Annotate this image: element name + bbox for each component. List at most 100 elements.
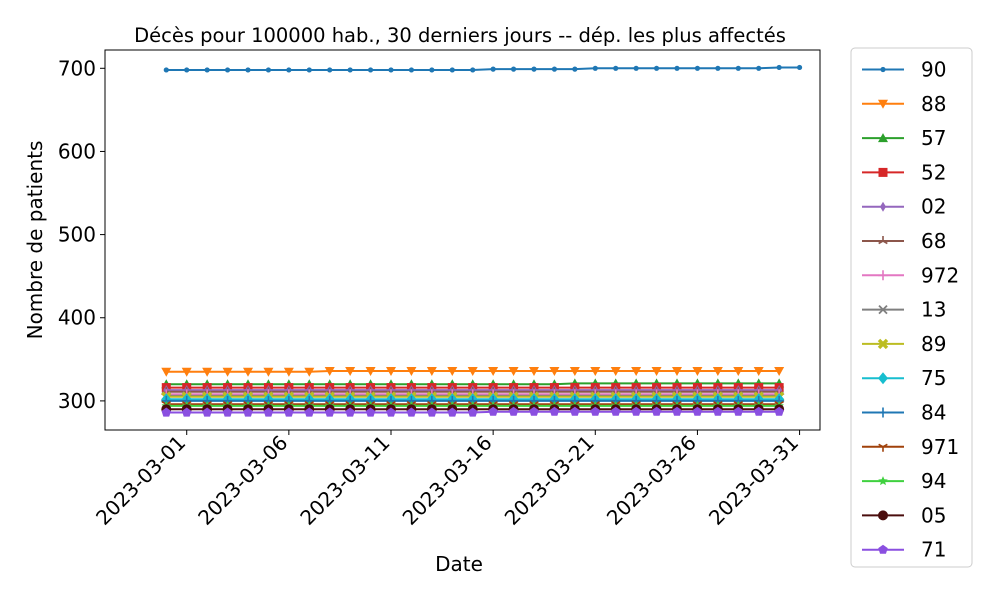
x-axis: 2023-03-01 2023-03-06 2023-03-11 2023-03-16…	[91, 430, 803, 530]
legend-label: 57	[921, 126, 946, 150]
data-point-88-22	[610, 366, 621, 376]
data-point-90-3	[224, 67, 231, 73]
legend-marker	[878, 304, 888, 315]
x-tick-label: 2023-03-16	[398, 431, 497, 530]
data-point-71-22	[610, 406, 621, 416]
data-point-90-0	[163, 67, 169, 73]
plot-area	[161, 64, 803, 417]
data-point-90-23	[633, 65, 639, 71]
legend-item-02: 02	[862, 195, 946, 219]
data-point-71-4	[243, 407, 253, 417]
data-point-90-27	[715, 65, 721, 71]
legend-item-88: 88	[862, 92, 946, 116]
legend-item-05: 05	[862, 503, 946, 527]
data-point-71-11	[386, 407, 396, 417]
data-point-88-11	[386, 366, 396, 376]
legend-item-52: 52	[862, 160, 946, 184]
legend-label: 05	[921, 503, 946, 527]
legend-marker	[878, 544, 888, 554]
data-point-90-11	[388, 67, 394, 73]
data-point-71-16	[488, 406, 498, 416]
legend-marker	[878, 270, 888, 281]
x-tick-label: 2023-03-11	[295, 431, 394, 530]
data-point-71-18	[529, 406, 539, 416]
data-point-71-19	[549, 406, 560, 416]
data-point-88-1	[181, 367, 192, 377]
legend-marker	[878, 99, 888, 109]
legend-item-68: 68	[862, 229, 946, 253]
data-point-71-21	[590, 406, 601, 416]
data-point-88-30	[774, 366, 785, 376]
data-point-71-24	[651, 406, 662, 416]
data-point-71-17	[508, 406, 519, 416]
data-point-90-16	[490, 66, 496, 72]
y-tick-label: 500	[58, 223, 96, 247]
y-tick-label: 600	[58, 139, 96, 163]
data-point-71-29	[753, 406, 764, 416]
data-point-88-5	[263, 367, 274, 377]
data-point-90-15	[470, 67, 476, 73]
data-point-90-17	[510, 66, 517, 72]
data-point-90-12	[408, 67, 415, 73]
data-point-88-25	[672, 366, 682, 376]
legend-item-89: 89	[862, 332, 946, 356]
data-point-88-13	[426, 366, 437, 376]
data-point-90-26	[694, 65, 701, 71]
data-point-88-12	[406, 366, 417, 376]
legend-item-94: 94	[862, 469, 946, 493]
y-axis-label: Nombre de patients	[23, 141, 47, 340]
data-point-88-6	[283, 367, 294, 377]
data-point-88-29	[753, 366, 764, 376]
data-point-88-18	[529, 366, 539, 376]
data-point-90-10	[367, 67, 374, 73]
data-point-90-21	[592, 65, 598, 71]
legend-marker	[878, 133, 888, 143]
data-point-88-27	[712, 366, 723, 376]
data-point-90-31	[796, 64, 803, 71]
legend-item-57: 57	[862, 126, 946, 150]
data-point-90-8	[327, 67, 333, 73]
legend-marker	[878, 372, 888, 385]
data-point-90-1	[184, 67, 190, 73]
data-point-88-7	[304, 367, 315, 377]
data-point-71-15	[467, 407, 478, 417]
x-tick-label: 2023-03-31	[704, 431, 803, 530]
data-point-90-7	[306, 67, 312, 73]
data-point-90-5	[265, 67, 272, 73]
data-point-90-29	[756, 65, 762, 71]
data-point-90-20	[572, 66, 578, 72]
data-point-88-23	[631, 366, 642, 376]
legend-label: 89	[921, 332, 946, 356]
data-point-88-2	[202, 367, 213, 377]
data-point-88-15	[467, 366, 478, 376]
data-point-71-14	[447, 407, 458, 417]
data-point-90-13	[429, 67, 435, 73]
legend-marker	[877, 338, 889, 350]
data-point-71-10	[365, 407, 376, 417]
data-point-88-16	[488, 366, 499, 376]
data-point-71-2	[202, 407, 212, 417]
legend-label: 972	[921, 263, 959, 287]
y-axis: 300 400 500 600 700	[58, 56, 105, 413]
data-point-90-9	[347, 67, 353, 73]
legend-label: 75	[921, 366, 946, 390]
data-point-88-20	[569, 366, 580, 376]
legend-item-84: 84	[862, 401, 946, 425]
legend-item-13: 13	[862, 298, 946, 322]
y-tick-label: 300	[58, 389, 96, 413]
data-point-71-7	[304, 407, 315, 417]
data-point-71-5	[263, 407, 274, 417]
x-tick-label: 2023-03-21	[500, 431, 599, 530]
data-point-71-8	[324, 407, 335, 417]
legend-label: 02	[921, 195, 946, 219]
data-point-88-10	[365, 366, 376, 376]
data-point-71-27	[713, 406, 723, 416]
legend-label: 13	[921, 298, 946, 322]
legend-label: 88	[921, 92, 946, 116]
data-point-71-26	[692, 406, 703, 416]
data-point-90-14	[449, 67, 455, 73]
legend-item-71: 71	[862, 538, 946, 562]
data-point-71-3	[222, 407, 233, 417]
data-point-88-0	[161, 367, 172, 377]
